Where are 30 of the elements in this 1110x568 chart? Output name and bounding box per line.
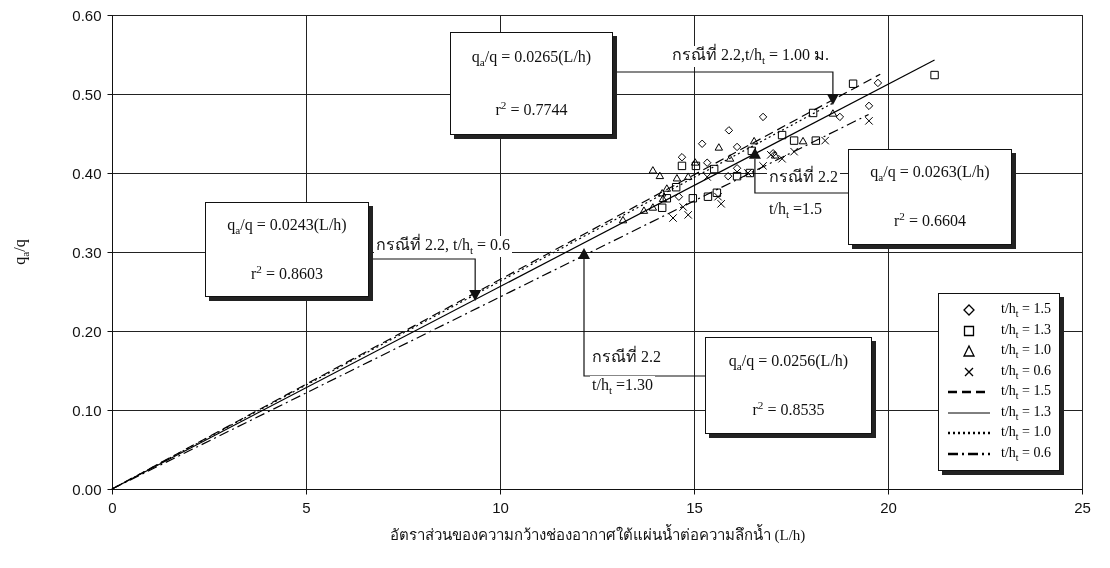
- legend-label: t/h$_{t}$ = 1.5: [1001, 383, 1051, 402]
- y-tick-label: 0.50: [72, 85, 102, 103]
- y-tick-label: 0.20: [72, 322, 102, 340]
- legend-label: t/h$_{t}$ = 0.6: [1001, 362, 1051, 381]
- x-tick-label: 0: [108, 498, 117, 516]
- y-tick-label: 0.60: [72, 6, 102, 24]
- legend-label: t/h$_{t}$ = 0.6: [1001, 444, 1051, 463]
- x-tick-label: 5: [302, 498, 311, 516]
- legend-label: t/h$_{t}$ = 1.3: [1001, 403, 1051, 422]
- y-tick-label: 0.10: [72, 401, 102, 419]
- x-tick-label: 25: [1074, 498, 1091, 516]
- text: q$_{a}$/q = 0.0256(L/h) r$^{2}$ = 0.8535: [728, 351, 849, 419]
- annotation: กรณีที่ 2.2,t/h$_{t}$ = 1.00 ม.: [670, 46, 832, 68]
- x-tick-label: 15: [686, 498, 703, 516]
- y-tick-label: 0.00: [72, 480, 102, 498]
- text: q$_{a}$/q = 0.0263(L/h) r$^{2}$ = 0.6604: [870, 163, 990, 230]
- annotation: กรณีที่ 2.2 t/h$_{t}$ =1.30: [591, 348, 662, 398]
- y-tick-label: 0.30: [72, 243, 102, 261]
- x-tick-label: 10: [492, 498, 509, 516]
- annotation: กรณีที่ 2.2 t/h$_{t}$ =1.5: [768, 168, 839, 222]
- text: q$_{a}$/q = 0.0243(L/h) r$^{2}$ = 0.8603: [227, 216, 347, 282]
- annotation: กรณีที่ 2.2, t/h$_{t}$ = 0.6: [374, 236, 513, 258]
- text: q$_{a}$/q = 0.0265(L/h) r$^{2}$ = 0.7744: [471, 48, 592, 118]
- legend-label: t/h$_{t}$ = 1.3: [1001, 321, 1051, 340]
- legend-label: t/h$_{t}$ = 1.5: [1001, 301, 1051, 320]
- y-tick-label: 0.40: [72, 164, 102, 182]
- x-axis-title: อัตราส่วนของความกว้างช่องอากาศใต้แผ่นน้ำต่อความลึกน้ำ (L/h): [389, 523, 806, 544]
- legend-label: t/h$_{t}$ = 1.0: [1001, 342, 1051, 361]
- x-tick-label: 20: [880, 498, 897, 516]
- legend-label: t/h$_{t}$ = 1.0: [1001, 424, 1051, 443]
